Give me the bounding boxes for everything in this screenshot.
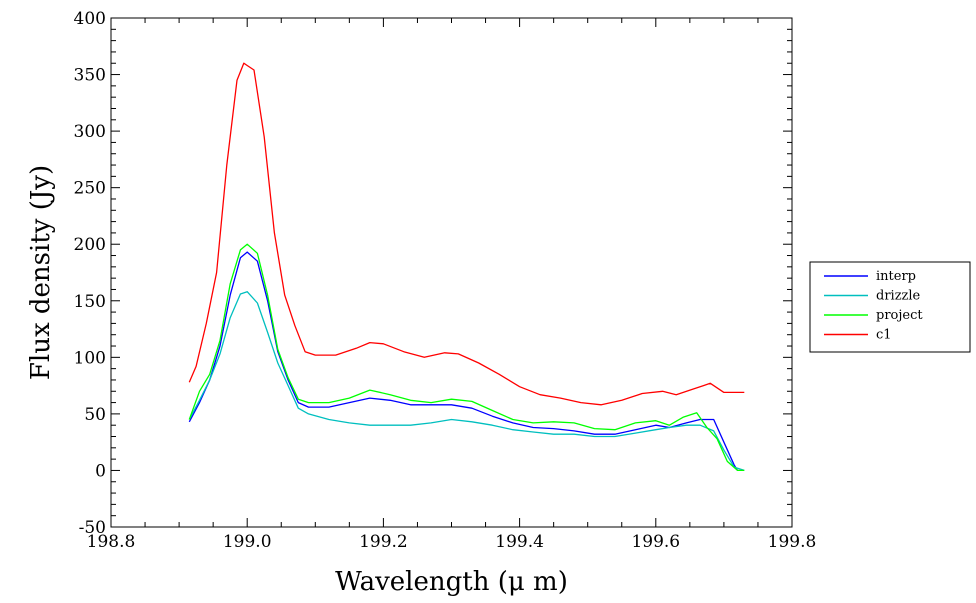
series-line-drizzle (188, 291, 745, 472)
x-tick-label: 199.2 (359, 532, 408, 552)
axes-layer (110, 17, 793, 528)
legend-box (809, 261, 971, 353)
plot-background (111, 18, 792, 527)
y-tick-label: 0 (95, 461, 106, 481)
y-tick-label: 300 (74, 122, 106, 142)
x-tick-label: 199.0 (223, 532, 272, 552)
x-axis-title: Wavelength (μ m) (335, 567, 568, 597)
legend-label-drizzle: drizzle (876, 289, 921, 304)
y-tick-label: 200 (74, 235, 106, 255)
y-axis-title: Flux density (Jy) (26, 165, 56, 380)
legend-label-project: project (876, 308, 923, 323)
x-tick-label: 199.6 (631, 532, 680, 552)
x-tick-label: 199.4 (495, 532, 544, 552)
y-tick-label: 100 (74, 348, 106, 368)
y-tick-labels: -50 0 50 100 150 200 250 300 350 400 (74, 9, 106, 538)
x-tick-label: 199.8 (768, 532, 817, 552)
x-tick-label: 198.8 (87, 532, 136, 552)
y-tick-label: 250 (74, 179, 106, 199)
series-line-project (188, 243, 745, 472)
y-tick-label: 50 (84, 405, 106, 425)
y-tick-label: -50 (79, 518, 106, 538)
legend-label-interp: interp (876, 269, 916, 284)
legend: interp drizzle project c1 (809, 261, 971, 353)
series-layer (188, 62, 745, 472)
y-tick-label: 350 (74, 66, 106, 86)
legend-label-c1: c1 (876, 328, 892, 343)
plot-area (111, 18, 792, 527)
x-tick-labels: 198.8 199.0 199.2 199.4 199.6 199.8 (87, 532, 817, 552)
series-line-c1 (188, 62, 745, 406)
y-tick-label: 400 (74, 9, 106, 29)
y-tick-label: 150 (74, 292, 106, 312)
